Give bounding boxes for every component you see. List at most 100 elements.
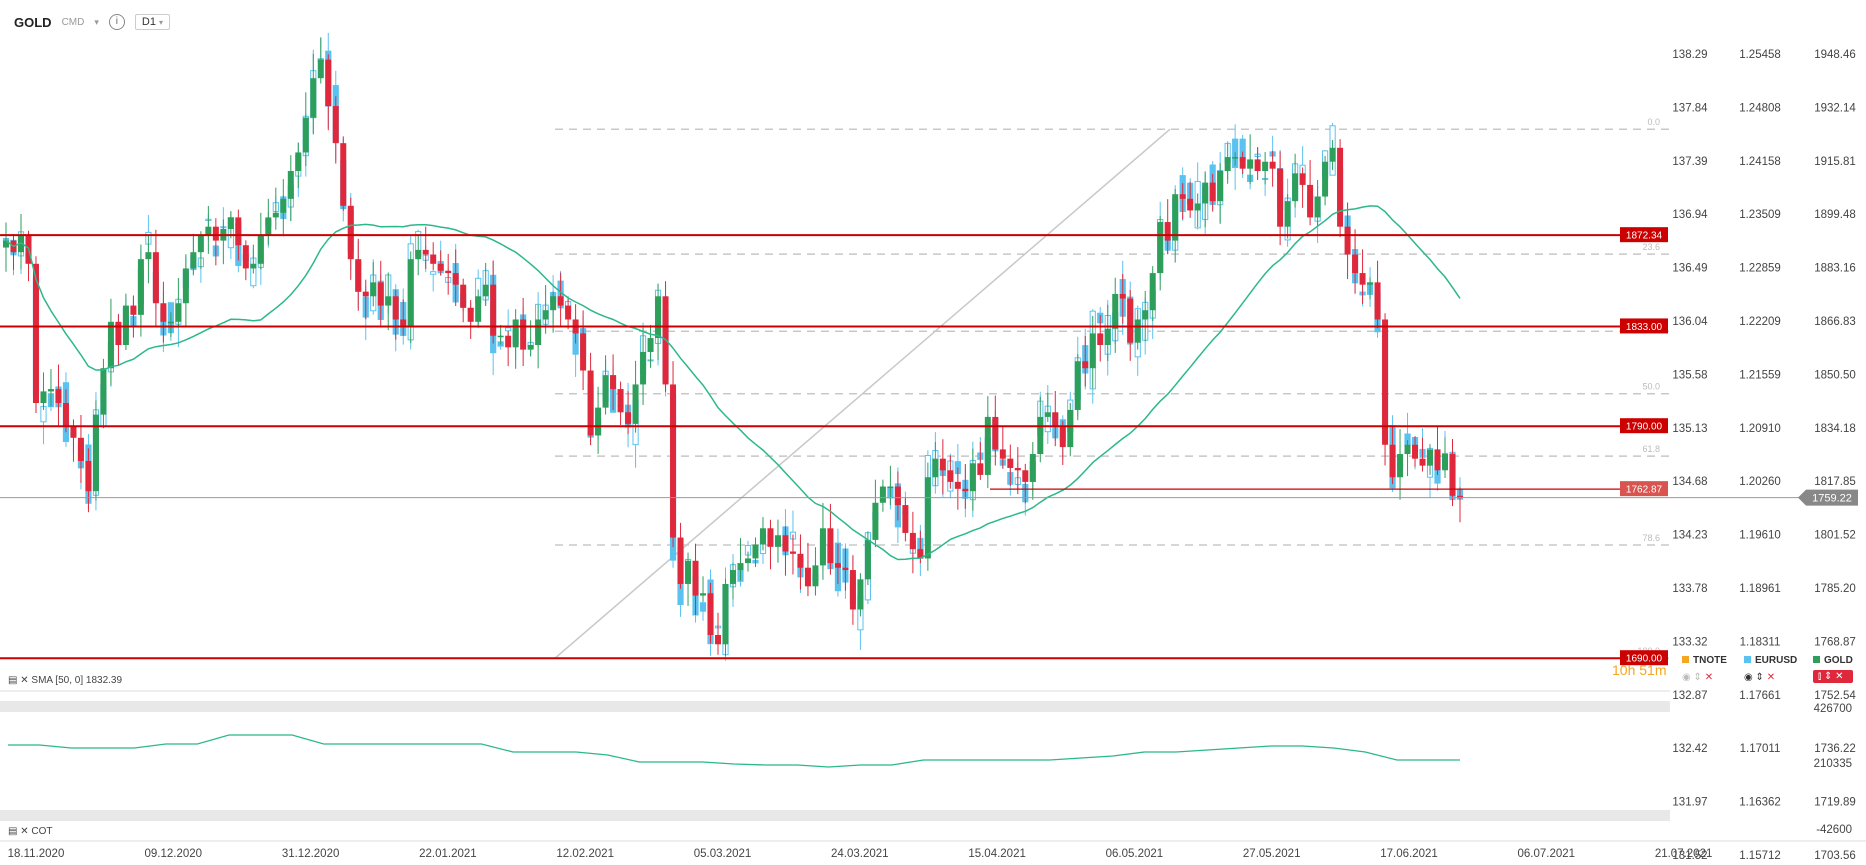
move-arrows-icon[interactable]: ⇕ [1693,672,1702,683]
move-arrows-icon[interactable]: ⇕ [1823,671,1833,682]
gold-candle [1239,157,1246,169]
eurusd-axis-tick: 1.17011 [1740,743,1781,755]
gold-candle [1134,319,1141,343]
gold-candle [1277,168,1284,227]
gold-candle [355,259,362,292]
gold-candle [804,567,811,587]
gold-candle [1052,412,1059,427]
symbol-name[interactable]: GOLD [14,14,52,30]
indicator-settings-icon[interactable]: ▤ [8,826,18,837]
gold-candle [1127,298,1134,343]
timeframe-select[interactable]: D1 ▾ [134,14,171,30]
eurusd-axis-tick: 1.18311 [1740,636,1781,648]
move-arrows-icon[interactable]: ⇕ [1755,672,1764,683]
gold-candle [744,558,751,564]
gold-candle [340,143,347,206]
gold-candle [1314,196,1321,218]
cot-band-bottom [0,810,1670,821]
price-level-tag[interactable] [1620,650,1668,666]
gold-candle [1442,454,1449,471]
tnote-controls[interactable]: ◉ ⇕ ✕ [1682,672,1727,683]
gold-axis-tick: 1883.16 [1814,263,1856,275]
horizontal-levels[interactable]: 1872.34 1833.00 1790.00 1762.87 1690.00 1759.… [0,227,1858,666]
candle-type-icon[interactable]: ⫾ [1818,671,1822,682]
price-level-tag[interactable] [1620,318,1668,334]
price-level-tag[interactable] [1620,227,1668,243]
remove-indicator-icon[interactable]: ✕ [20,826,29,837]
gold-candle [250,263,257,269]
gold-candle [377,282,384,306]
gold-candle [1007,458,1014,468]
gold-candle [542,310,549,320]
gold-axis-tick: 1785.20 [1814,583,1856,595]
eurusd-axis-tick: 1.17661 [1739,690,1781,702]
gold-candle [782,535,789,552]
fibonacci-retracement[interactable]: 0.023.638.250.061.878.6100.0 [554,117,1670,659]
gold-candle [437,263,444,271]
legend-tnote[interactable]: TNOTE ◉ ⇕ ✕ [1682,655,1727,683]
close-icon[interactable]: ✕ [1704,672,1714,683]
gold-candle [295,152,302,171]
eye-icon[interactable]: ◉ [1682,672,1691,683]
eye-icon[interactable]: ◉ [1744,672,1753,683]
close-icon[interactable]: ✕ [1766,672,1776,683]
gold-candle [527,345,534,350]
gold-candle [1059,426,1066,448]
gold-controls[interactable]: ⫾ ⇕ ✕ [1813,670,1853,683]
gold-candle [242,245,249,269]
price-level-tag[interactable] [1620,481,1668,497]
eurusd-controls[interactable]: ◉ ⇕ ✕ [1744,672,1797,683]
gold-candle [85,461,92,492]
eurusd-axis-tick: 1.15712 [1739,850,1781,862]
sma-curve [5,205,1461,561]
gold-candle [1067,409,1074,448]
gold-candle [1352,254,1359,274]
gold-axis-tick: 1866.83 [1814,316,1856,328]
gold-candle [1337,147,1344,227]
legend-gold[interactable]: GOLD ⫾ ⇕ ✕ [1813,655,1853,683]
info-icon[interactable]: i [108,14,125,30]
remove-indicator-icon[interactable]: ✕ [20,675,29,686]
gold-candle [497,335,504,338]
gold-candle [797,553,804,568]
gold-candle [265,217,272,236]
cot-indicator-label[interactable]: ▤ ✕ COT [8,826,53,837]
tnote-axis-tick: 137.39 [1672,156,1707,168]
gold-candle [969,463,976,492]
gold-candle [1299,173,1306,185]
gold-candle [475,296,482,322]
gold-candle [17,235,24,253]
gold-candle [759,528,766,545]
gold-candle [1412,444,1419,459]
gold-candle [1397,454,1404,478]
gold-candle [227,217,234,229]
legend-eurusd[interactable]: EURUSD ◉ ⇕ ✕ [1744,655,1797,683]
gold-candle [535,319,542,345]
tnote-axis-tick: 131.97 [1672,797,1707,809]
price-level-tag[interactable] [1620,418,1668,434]
gold-candle [700,593,707,596]
close-icon[interactable]: ✕ [1835,671,1844,682]
fib-trend-line[interactable] [554,128,1171,659]
gold-candle [1284,201,1291,227]
gold-candle [909,532,916,550]
gold-candle [924,477,931,559]
gold-candle [610,375,617,390]
gold-candle [602,375,609,408]
indicator-settings-icon[interactable]: ▤ [8,675,18,686]
tnote-axis-tick: 136.94 [1672,209,1708,221]
gold-candle [107,321,114,369]
instrument-type: CMD [61,16,85,28]
sma-indicator-label[interactable]: ▤ ✕ SMA [50, 0] 1832.39 [8,675,122,686]
gold-candle [1404,444,1411,455]
gold-candle [730,570,736,584]
gold-candle [332,106,339,144]
eurusd-axis-tick: 1.22859 [1739,263,1781,275]
price-level-tag-text: 1833.00 [1626,322,1663,333]
symbol-caret-icon[interactable]: ▾ [94,16,99,27]
gold-candles [3,37,1463,657]
gold-candle [190,252,197,269]
gold-candle [115,321,122,345]
